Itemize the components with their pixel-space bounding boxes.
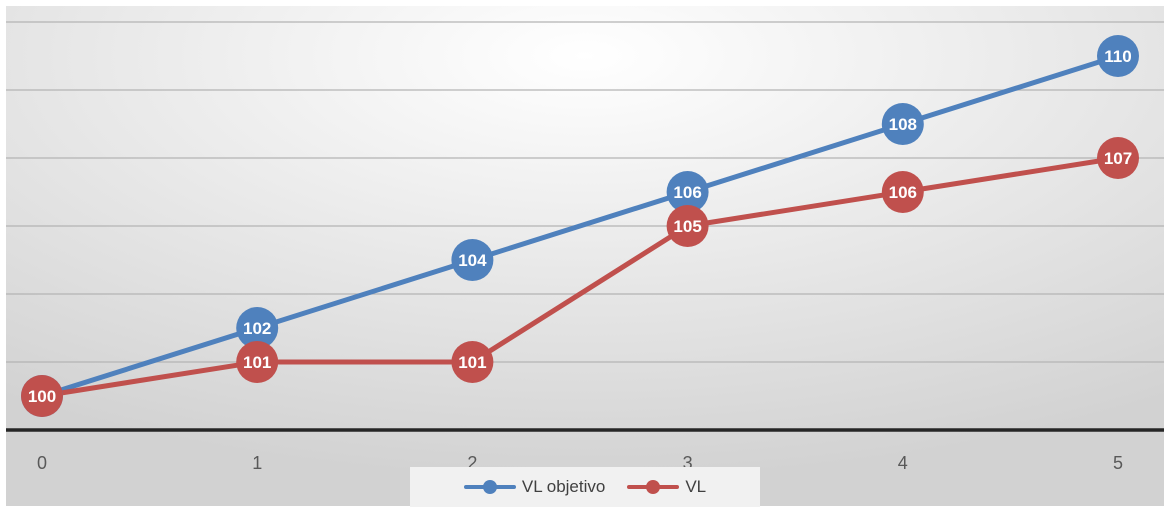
x-tick-label: 4 <box>898 453 908 473</box>
data-label: 101 <box>458 353 486 372</box>
legend-label: VL <box>685 477 707 496</box>
data-point <box>881 103 924 145</box>
x-tick-label: 1 <box>252 453 262 473</box>
x-tick-label: 3 <box>683 453 693 473</box>
series-line-0 <box>41 53 1119 399</box>
data-markers: 100102104106108110100101101105106107 <box>21 35 1139 417</box>
data-label: 105 <box>673 217 701 236</box>
data-label: 106 <box>673 183 701 202</box>
data-point <box>21 375 63 417</box>
data-point <box>1097 35 1139 77</box>
legend-swatch-red <box>627 480 680 494</box>
data-label: 104 <box>458 251 487 270</box>
data-point <box>236 341 279 383</box>
data-label: 107 <box>1104 149 1132 168</box>
data-point <box>666 171 709 213</box>
x-tick-label: 5 <box>1113 453 1123 473</box>
x-tick-label: 2 <box>467 453 477 473</box>
series-lines <box>41 53 1119 399</box>
legend: VL objetivo VL <box>410 467 760 507</box>
data-point <box>451 341 494 383</box>
legend-item-vl: VL <box>627 477 706 497</box>
data-point <box>451 239 494 281</box>
legend-item-vl-objetivo: VL objetivo <box>463 477 606 497</box>
data-point <box>666 205 709 247</box>
x-tick-label: 0 <box>37 453 47 473</box>
data-label: 110 <box>1104 47 1131 66</box>
data-label: 100 <box>28 387 56 406</box>
legend-swatch-blue <box>463 480 516 494</box>
data-point <box>236 307 279 349</box>
data-label: 106 <box>889 183 917 202</box>
plot-background <box>6 6 1164 506</box>
data-point <box>1097 137 1139 179</box>
legend-label: VL objetivo <box>521 477 606 496</box>
data-label: 108 <box>889 115 917 134</box>
data-label: 101 <box>243 353 271 372</box>
data-point <box>881 171 924 213</box>
x-axis: 0 1 2 3 4 5 <box>6 428 1164 473</box>
data-label: 102 <box>243 319 271 338</box>
series-line-1 <box>41 155 1119 399</box>
